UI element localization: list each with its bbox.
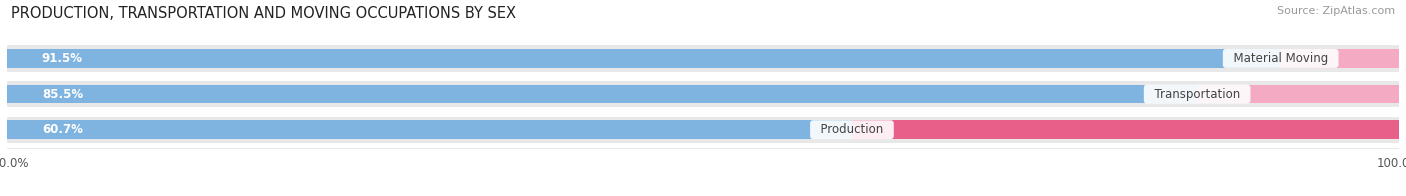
Text: Transportation: Transportation <box>1147 88 1247 101</box>
Bar <box>852 121 1399 139</box>
Bar <box>7 81 1399 107</box>
Text: 85.5%: 85.5% <box>42 88 83 101</box>
Text: Production: Production <box>813 123 891 136</box>
Bar <box>7 121 852 139</box>
Text: 60.7%: 60.7% <box>42 123 83 136</box>
Bar <box>7 49 1281 68</box>
Text: 91.5%: 91.5% <box>42 52 83 65</box>
Bar <box>7 85 1197 103</box>
Text: Material Moving: Material Moving <box>1226 52 1336 65</box>
Text: PRODUCTION, TRANSPORTATION AND MOVING OCCUPATIONS BY SEX: PRODUCTION, TRANSPORTATION AND MOVING OC… <box>11 6 516 21</box>
Bar <box>7 117 1399 143</box>
Text: Source: ZipAtlas.com: Source: ZipAtlas.com <box>1277 6 1395 16</box>
Bar <box>1281 49 1399 68</box>
Bar <box>1197 85 1399 103</box>
Bar <box>7 45 1399 72</box>
